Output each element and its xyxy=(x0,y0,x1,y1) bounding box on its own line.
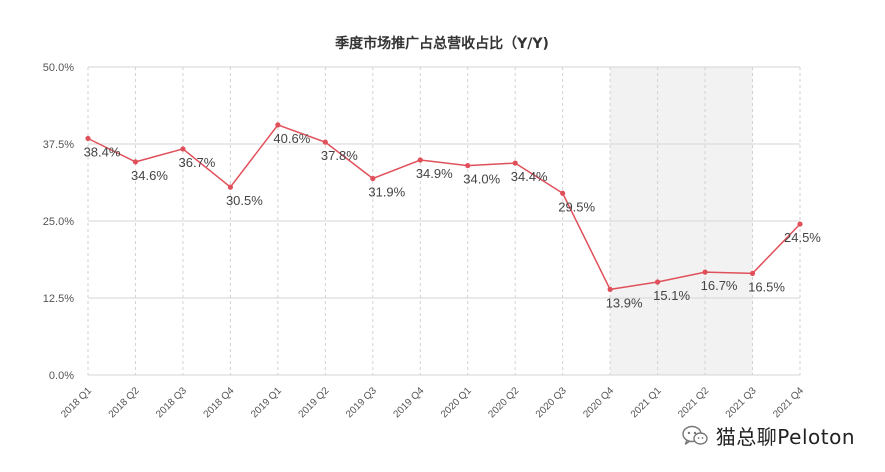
data-label: 29.5% xyxy=(558,199,595,214)
x-tick-label: 2021 Q2 xyxy=(676,385,711,420)
data-label: 34.6% xyxy=(131,168,168,183)
data-label: 13.9% xyxy=(606,295,643,310)
data-point xyxy=(607,286,613,292)
x-tick-label: 2018 Q4 xyxy=(202,385,237,420)
y-tick-label: 37.5% xyxy=(43,139,74,151)
x-tick-label: 2021 Q1 xyxy=(629,385,664,420)
data-point xyxy=(180,146,186,152)
data-point xyxy=(132,159,139,165)
y-tick-label: 50.0% xyxy=(43,62,74,74)
data-point xyxy=(560,190,566,196)
data-label: 16.7% xyxy=(701,278,738,293)
watermark: 猫总聊Peloton xyxy=(682,421,855,450)
x-tick-label: 2021 Q4 xyxy=(771,385,806,420)
data-point xyxy=(417,157,423,163)
data-label: 40.6% xyxy=(273,131,310,146)
data-point xyxy=(749,270,756,276)
data-point xyxy=(512,160,518,166)
y-tick-label: 12.5% xyxy=(43,293,74,305)
data-point xyxy=(370,175,376,182)
data-point xyxy=(85,135,91,142)
x-tick-label: 2021 Q3 xyxy=(724,385,759,420)
data-label: 38.4% xyxy=(84,144,121,159)
series-line xyxy=(87,124,801,291)
y-tick-label: 0.0% xyxy=(49,370,74,382)
x-tick-label: 2020 Q1 xyxy=(439,385,474,420)
data-label: 37.8% xyxy=(321,148,358,163)
data-label: 34.0% xyxy=(463,172,500,187)
data-label-layer: 38.4% 34.6% 36.7% 30.5% 40.6% 37.8% 31.9% 34.9%… xyxy=(84,131,822,310)
data-point xyxy=(797,221,803,227)
x-tick-label: 2020 Q4 xyxy=(581,385,616,420)
x-tick-label: 2020 Q2 xyxy=(486,385,521,420)
data-label: 34.4% xyxy=(511,169,548,184)
data-point xyxy=(465,162,471,169)
data-label: 15.1% xyxy=(653,288,690,303)
wechat-icon xyxy=(682,425,708,445)
x-tick-label: 2019 Q4 xyxy=(391,385,426,420)
y-tick-label: 25.0% xyxy=(43,216,74,228)
data-label: 30.5% xyxy=(226,193,263,208)
data-point xyxy=(655,279,661,285)
x-tick-label: 2018 Q3 xyxy=(154,385,189,420)
watermark-text: 猫总聊Peloton xyxy=(715,425,855,449)
x-tick-label: 2020 Q3 xyxy=(534,385,569,420)
data-label: 24.5% xyxy=(784,230,821,245)
x-tick-label: 2019 Q3 xyxy=(344,385,379,420)
x-tick-label: 2018 Q1 xyxy=(59,385,94,420)
x-tick-label: 2019 Q1 xyxy=(249,385,284,420)
data-label: 31.9% xyxy=(368,184,405,199)
data-point xyxy=(275,122,281,128)
data-label: 16.5% xyxy=(748,279,785,294)
chart-title: 季度市场推广占总营收占比（Y/Y) xyxy=(334,35,549,52)
data-point xyxy=(702,269,708,275)
x-tick-label: 2019 Q2 xyxy=(297,385,332,420)
data-point xyxy=(322,139,328,145)
grid-layer xyxy=(87,66,801,376)
x-tick-label: 2018 Q2 xyxy=(107,385,142,420)
data-label: 34.9% xyxy=(416,166,453,181)
data-label: 36.7% xyxy=(178,155,215,170)
data-point xyxy=(227,184,233,190)
series-layer xyxy=(85,122,803,292)
